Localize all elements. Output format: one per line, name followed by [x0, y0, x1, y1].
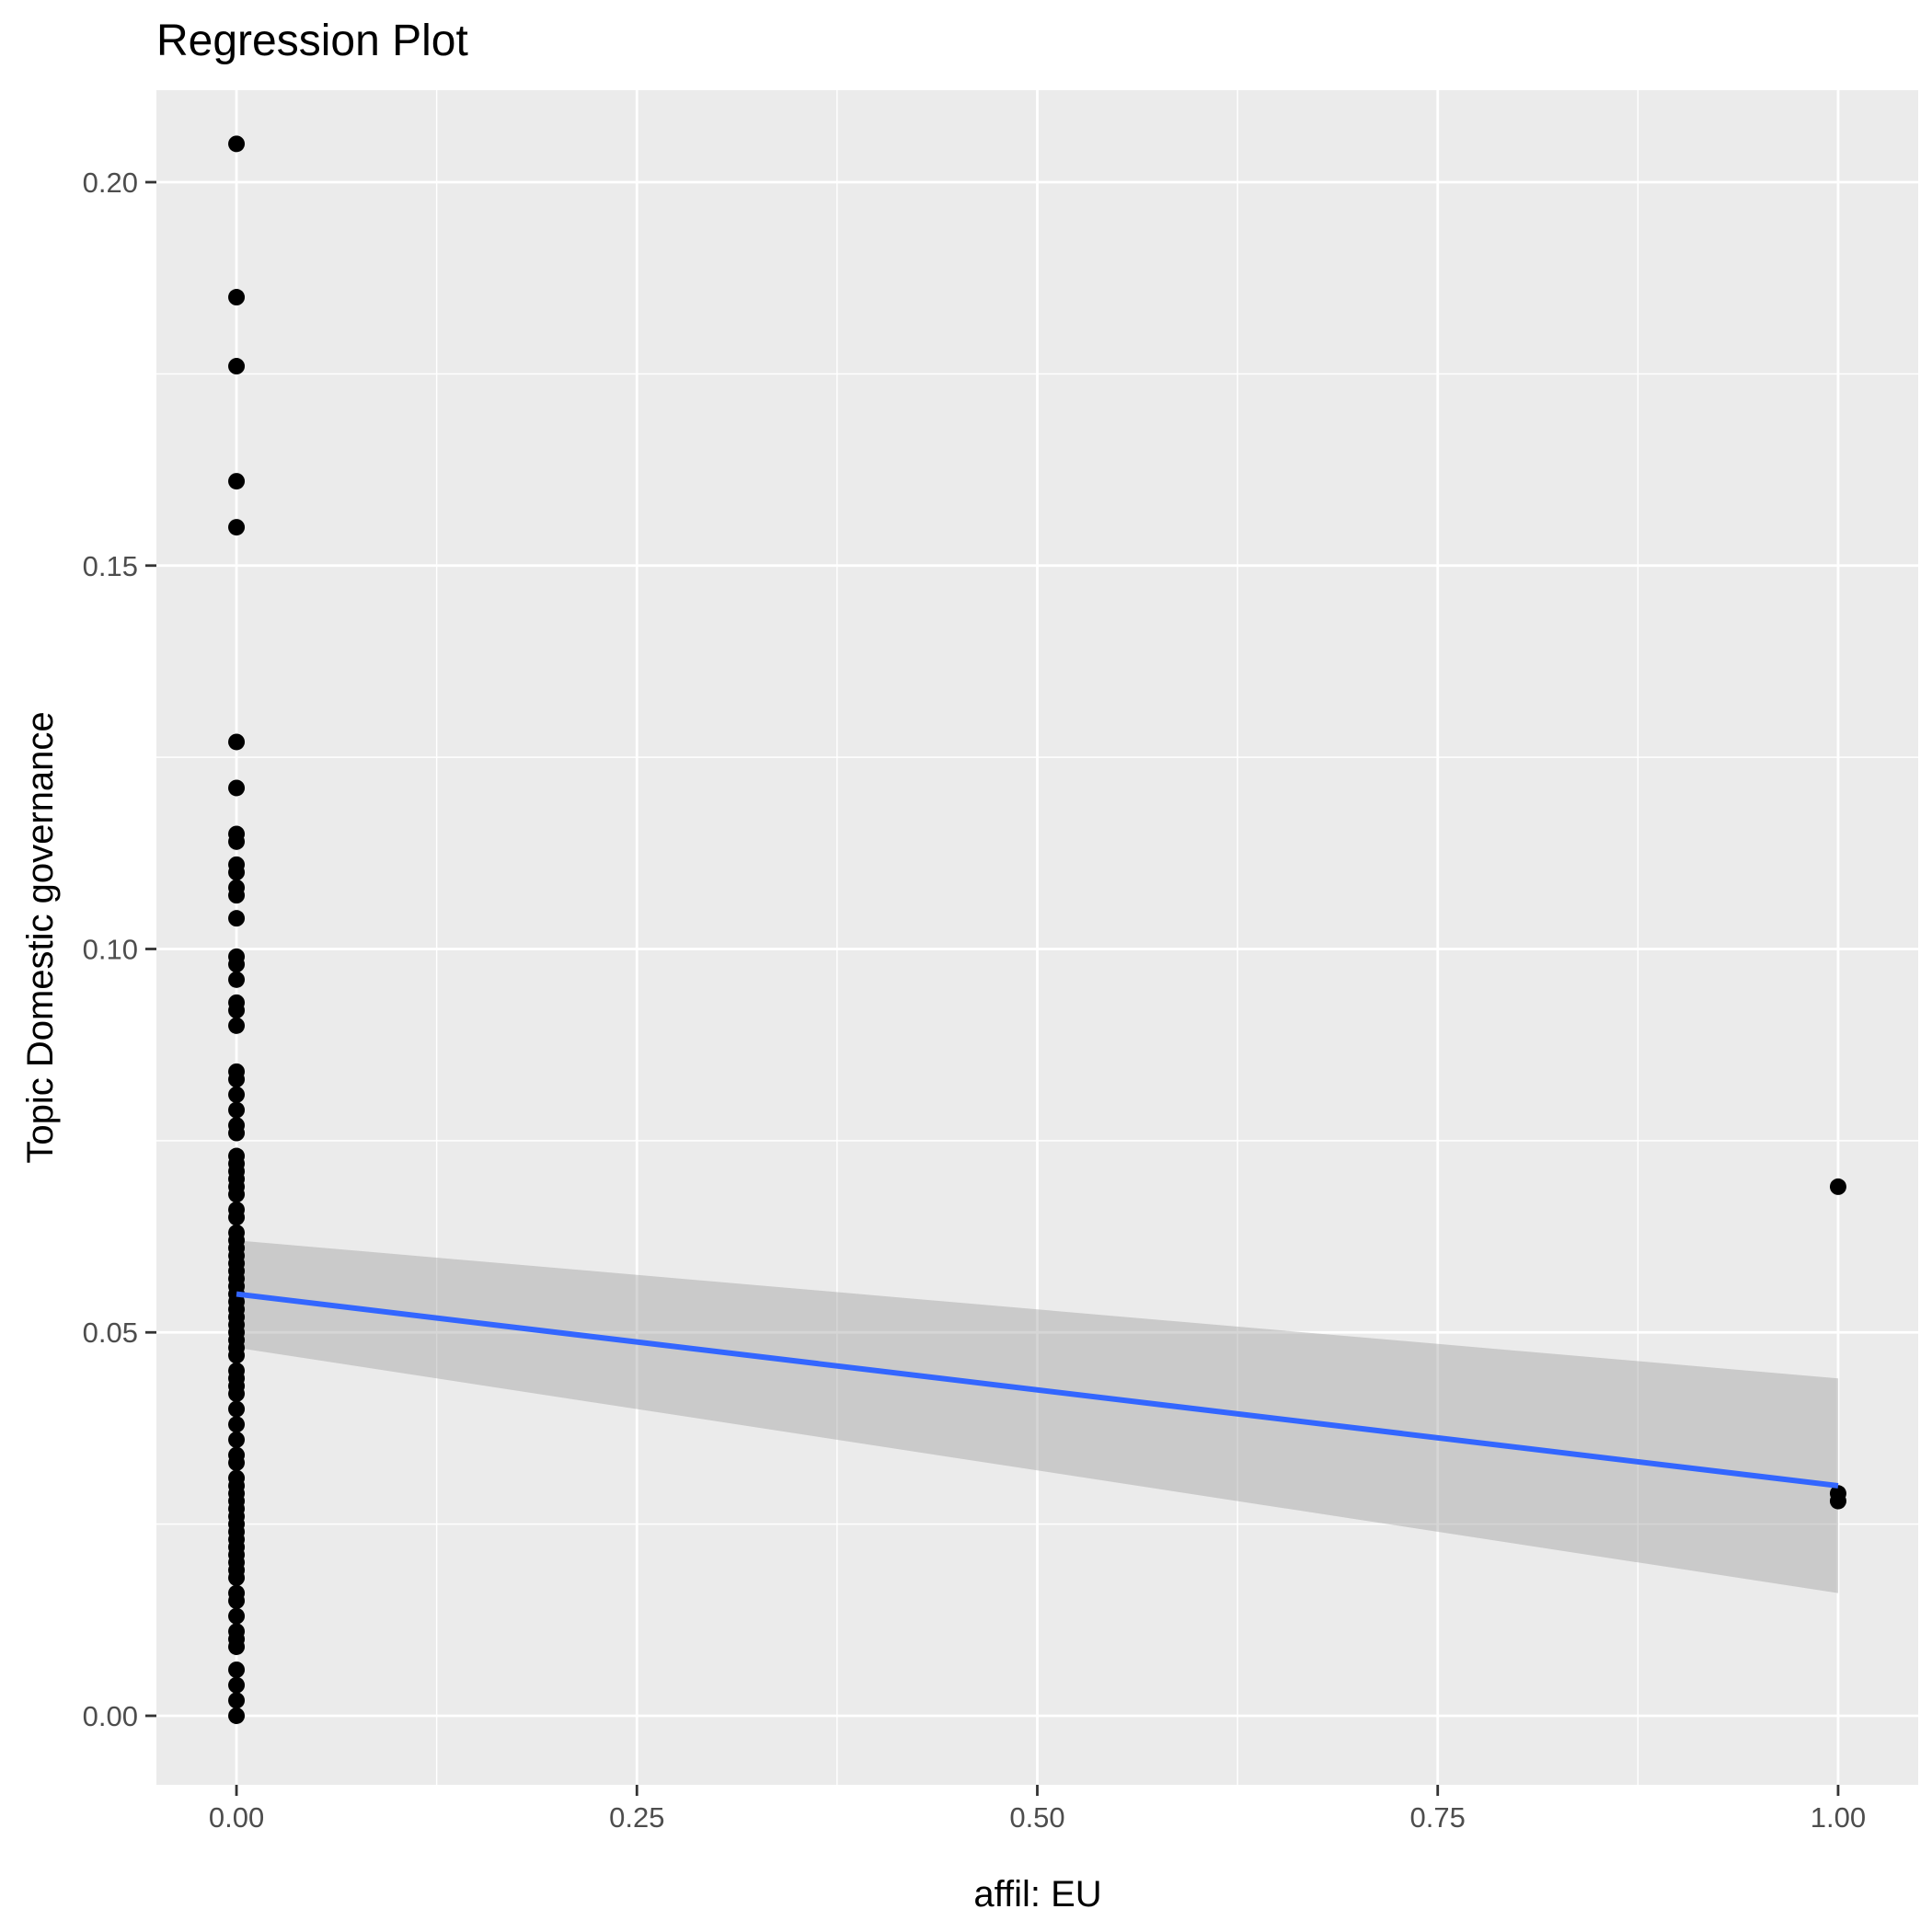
x-tick-label: 0.50 [1009, 1801, 1064, 1834]
data-point [228, 1347, 246, 1364]
data-point [228, 135, 246, 153]
data-point [228, 1661, 246, 1678]
data-point [228, 971, 246, 988]
data-point [228, 1385, 246, 1402]
data-point [1829, 1178, 1846, 1195]
data-point [228, 1638, 246, 1655]
data-point [228, 1454, 246, 1471]
data-point [228, 1431, 246, 1448]
data-point [228, 1101, 246, 1119]
y-tick-label: 0.00 [83, 1700, 138, 1732]
y-tick-label: 0.20 [83, 167, 138, 199]
data-point [228, 833, 246, 850]
data-point [228, 1017, 246, 1034]
data-point [228, 887, 246, 904]
data-point [228, 1071, 246, 1088]
data-point [228, 1400, 246, 1418]
x-tick-label: 0.00 [209, 1801, 264, 1834]
data-point [228, 1569, 246, 1586]
data-point [228, 1124, 246, 1142]
data-point [228, 910, 246, 927]
regression-line [236, 1291, 1839, 1489]
y-axis-title: Topic Domestic governance [20, 711, 61, 1163]
data-point [228, 1607, 246, 1625]
chart-title: Regression Plot [156, 17, 468, 65]
x-axis: 0.00 0.25 0.50 0.75 1.00 [209, 1785, 1866, 1834]
data-point [228, 1002, 246, 1019]
regression-line-layer [236, 1291, 1839, 1489]
y-tick-label: 0.10 [83, 934, 138, 966]
data-point [228, 779, 246, 797]
data-point [228, 1707, 246, 1724]
data-point [228, 1186, 246, 1203]
y-tick-label: 0.15 [83, 550, 138, 582]
x-tick-label: 0.75 [1410, 1801, 1466, 1834]
confidence-ribbon [236, 1240, 1838, 1593]
data-point [228, 289, 246, 306]
data-point [228, 473, 246, 490]
data-point [228, 1416, 246, 1433]
data-point [228, 1676, 246, 1694]
scatter-points [228, 135, 1846, 1724]
data-point [228, 956, 246, 973]
data-point [228, 1209, 246, 1226]
data-point [228, 1592, 246, 1609]
x-axis-title: affil: EU [973, 1874, 1101, 1915]
data-point [228, 1086, 246, 1103]
data-point [228, 733, 246, 751]
x-tick-label: 1.00 [1811, 1801, 1866, 1834]
data-point [228, 358, 246, 375]
confidence-ribbon-layer [236, 1240, 1838, 1593]
data-point [228, 864, 246, 881]
y-tick-label: 0.05 [83, 1317, 138, 1349]
data-point [1829, 1492, 1846, 1510]
data-point [228, 519, 246, 536]
y-axis: 0.00 0.05 0.10 0.15 0.20 [83, 167, 156, 1732]
x-tick-label: 0.25 [609, 1801, 664, 1834]
data-point [228, 1692, 246, 1709]
